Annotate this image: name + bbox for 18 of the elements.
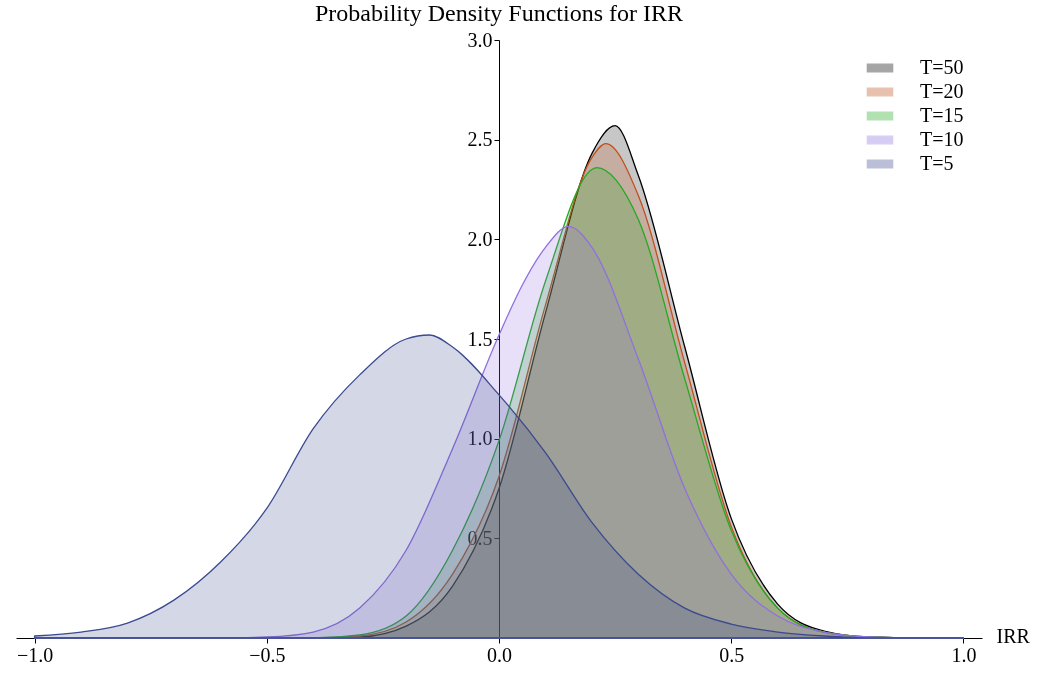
x-tick-label: 0.5 <box>719 643 745 666</box>
legend-label: T=20 <box>920 80 964 102</box>
legend-label: T=5 <box>920 152 954 174</box>
y-tick-label: 1.5 <box>467 327 493 350</box>
legend-label: T=50 <box>920 56 964 78</box>
legend-label: T=10 <box>920 128 964 150</box>
y-tick-label: 1.0 <box>467 427 493 450</box>
x-tick-label: 1.0 <box>951 643 977 666</box>
x-tick-label: −1.0 <box>16 643 54 666</box>
chart-title: Probability Density Functions for IRR <box>315 0 683 26</box>
y-tick-label: 2.0 <box>467 227 493 250</box>
x-tick-label: −0.5 <box>249 643 286 666</box>
legend-label: T=15 <box>920 104 964 126</box>
x-axis-title: IRR <box>996 624 1031 647</box>
y-tick-label: 3.0 <box>467 28 493 51</box>
y-tick-label: 2.5 <box>467 128 493 151</box>
x-tick-label: 0.0 <box>487 643 512 666</box>
y-tick-label: 0.5 <box>467 526 493 549</box>
